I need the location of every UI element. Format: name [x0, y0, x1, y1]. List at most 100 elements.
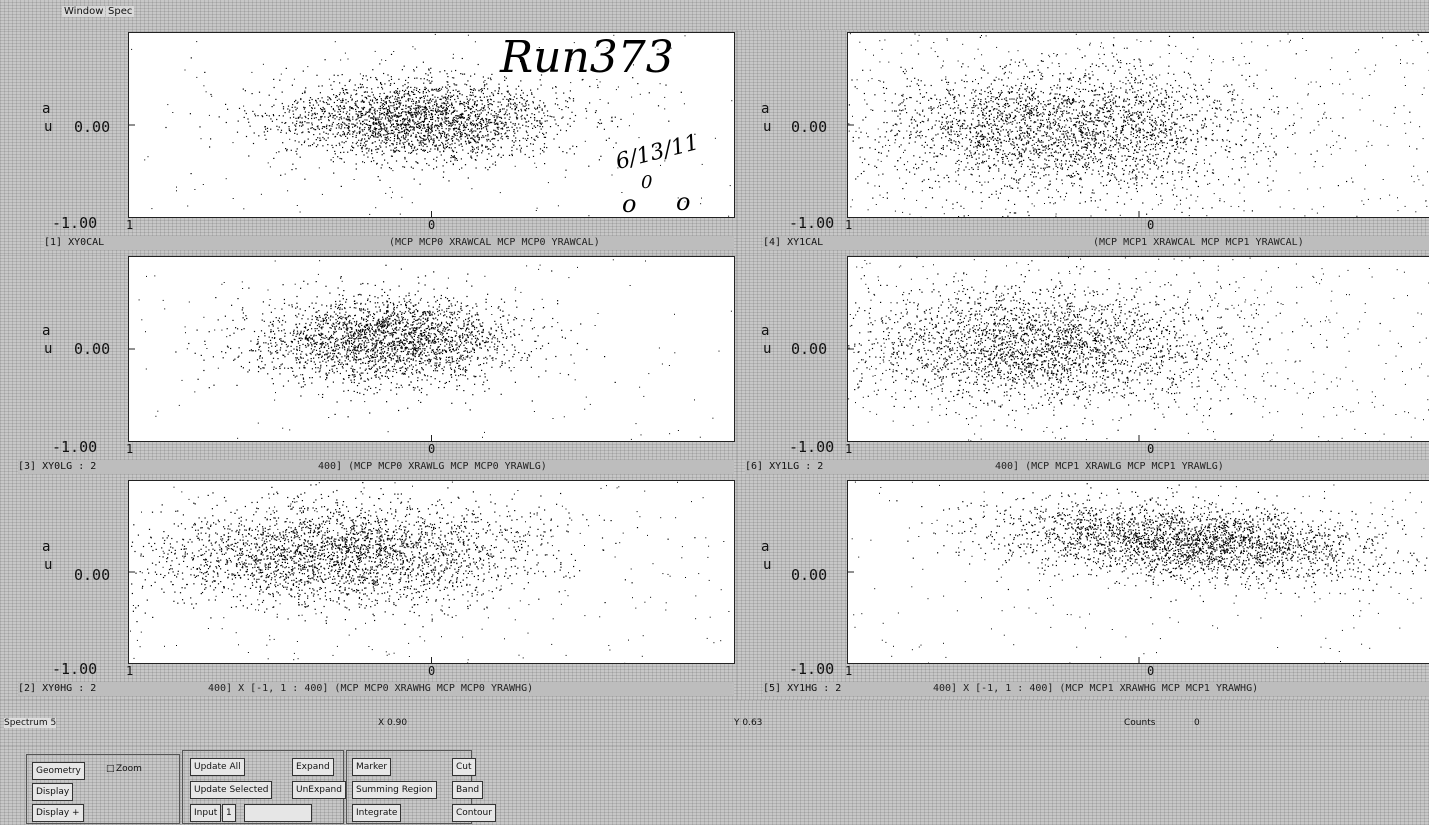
axis-ticks — [848, 348, 1140, 441]
summing-region-button[interactable]: Summing Region — [352, 781, 437, 799]
x-tick-mid: 0 — [428, 218, 436, 232]
band-button[interactable]: Band — [452, 781, 484, 799]
scatter-plot-3[interactable] — [128, 256, 735, 442]
scatter-points — [131, 33, 733, 217]
zoom-label: Zoom — [116, 764, 142, 774]
status-bar: Spectrum 5 X 0.90 Y 0.63 Counts 0 — [0, 700, 1429, 746]
caption-params: 400] (MCP MCP1 XRAWLG MCP MCP1 YRAWLG) — [995, 461, 1224, 472]
x-tick-mid: 0 — [1147, 218, 1155, 232]
contour-button[interactable]: Contour — [452, 804, 496, 822]
cut-button[interactable]: Cut — [452, 758, 476, 776]
caption-name: [2] XY0HG : 2 — [18, 683, 97, 694]
scatter-plot-svg — [848, 481, 1428, 663]
status-spectrum: Spectrum 5 — [4, 718, 57, 728]
handwritten-run-number: Run373 — [500, 32, 674, 83]
x-tick-mid: 0 — [428, 664, 436, 678]
menu-spectrum[interactable]: Spec — [106, 6, 135, 17]
handwritten-digit: 0 — [641, 172, 653, 193]
y-tick-min: -1.00 — [789, 660, 835, 678]
y-axis-label-a: a — [761, 539, 770, 555]
axis-ticks — [129, 124, 432, 217]
input-options-toggle[interactable] — [244, 804, 312, 822]
spectrum-panel-2[interactable]: a u 0.00 -1.00 1 0 [2] XY0HG : 2 400] X … — [0, 478, 737, 700]
display-menu-button[interactable]: Display + — [32, 804, 84, 822]
x-tick-min: 1 — [845, 442, 853, 456]
y-tick-zero: 0.00 — [74, 340, 111, 358]
y-axis-label-u: u — [44, 557, 53, 573]
x-tick-min: 1 — [126, 442, 134, 456]
spectrum-panel-6[interactable]: a u 0.00 -1.00 1 0 [6] XY1LG : 2 400] (M… — [737, 254, 1429, 478]
input-value-field[interactable]: 1 — [222, 804, 236, 822]
status-y-coordinate: Y 0.63 — [734, 718, 763, 728]
x-tick-min: 1 — [845, 664, 853, 678]
caption-name: [5] XY1HG : 2 — [763, 683, 842, 694]
caption-params: 400] X [-1, 1 : 400] (MCP MCP0 XRAWHG MC… — [208, 683, 534, 694]
scatter-points — [848, 33, 1429, 217]
update-all-button[interactable]: Update All — [190, 758, 245, 776]
status-x-coordinate: X 0.90 — [378, 718, 408, 728]
spectrum-grid: a u 0.00 -1.00 1 0 [1] XY0CAL (MCP MCP0 … — [0, 30, 1429, 700]
y-axis-label-u: u — [763, 341, 772, 357]
y-tick-min: -1.00 — [52, 660, 98, 678]
caption-name: [4] XY1CAL — [763, 237, 824, 248]
y-axis-label-a: a — [42, 101, 51, 117]
scatter-plot-svg — [129, 259, 732, 441]
scatter-plot-svg — [129, 481, 730, 663]
y-axis-label-u: u — [763, 119, 772, 135]
status-counts-value: 0 — [1194, 718, 1200, 728]
caption-params: 400] X [-1, 1 : 400] (MCP MCP1 XRAWHG MC… — [933, 683, 1259, 694]
axis-ticks — [129, 571, 432, 663]
y-tick-zero: 0.00 — [791, 118, 828, 136]
spectrum-caption: [4] XY1CAL (MCP MCP1 XRAWCAL MCP MCP1 YR… — [763, 236, 1429, 250]
y-tick-min: -1.00 — [789, 438, 835, 456]
caption-params: (MCP MCP1 XRAWCAL MCP MCP1 YRAWCAL) — [1093, 237, 1304, 248]
spectrum-panel-4[interactable]: a u 0.00 -1.00 1 0 [4] XY1CAL (MCP MCP1 … — [737, 30, 1429, 254]
axis-ticks — [129, 348, 432, 441]
menu-window[interactable]: Window — [62, 6, 106, 17]
y-axis-label-a: a — [42, 323, 51, 339]
input-button[interactable]: Input — [190, 804, 222, 822]
unexpand-button[interactable]: UnExpand — [292, 781, 346, 799]
display-button[interactable]: Display — [32, 783, 74, 801]
scatter-points — [138, 259, 732, 440]
y-axis-label-a: a — [42, 539, 51, 555]
axis-ticks — [848, 124, 1140, 217]
scatter-plot-1[interactable] — [128, 32, 735, 218]
y-tick-min: -1.00 — [52, 214, 98, 232]
scatter-plot-2[interactable] — [128, 480, 735, 664]
handwritten-circle-left: o — [622, 190, 637, 218]
caption-params: 400] (MCP MCP0 XRAWLG MCP MCP0 YRAWLG) — [318, 461, 547, 472]
zoom-checkbox-icon[interactable]: □ — [106, 764, 115, 774]
display-group — [26, 754, 180, 824]
scatter-plot-6[interactable] — [847, 256, 1429, 442]
scatter-plot-svg — [129, 33, 733, 217]
caption-name: [1] XY0CAL — [44, 237, 105, 248]
spectrum-panel-1[interactable]: a u 0.00 -1.00 1 0 [1] XY0CAL (MCP MCP0 … — [0, 30, 737, 254]
y-axis-label-u: u — [763, 557, 772, 573]
status-counts-label: Counts — [1124, 718, 1156, 728]
scatter-plot-4[interactable] — [847, 32, 1429, 218]
marker-button[interactable]: Marker — [352, 758, 392, 776]
x-tick-min: 1 — [126, 664, 134, 678]
menu-bar: Window Spec — [0, 0, 1429, 30]
y-tick-zero: 0.00 — [791, 566, 828, 584]
update-selected-button[interactable]: Update Selected — [190, 781, 273, 799]
y-tick-zero: 0.00 — [791, 340, 828, 358]
spectrum-panel-3[interactable]: a u 0.00 -1.00 1 0 [3] XY0LG : 2 400] (M… — [0, 254, 737, 478]
spectrum-caption: [5] XY1HG : 2 400] X [-1, 1 : 400] (MCP … — [763, 682, 1429, 696]
x-tick-mid: 0 — [428, 442, 436, 456]
x-tick-mid: 0 — [1147, 664, 1155, 678]
y-axis-label-a: a — [761, 323, 770, 339]
y-axis-label-u: u — [44, 341, 53, 357]
scatter-points — [848, 257, 1429, 441]
geometry-button[interactable]: Geometry — [32, 762, 85, 780]
scatter-plot-5[interactable] — [847, 480, 1429, 664]
caption-params: (MCP MCP0 XRAWCAL MCP MCP0 YRAWCAL) — [389, 237, 600, 248]
spectrum-panel-5[interactable]: a u 0.00 -1.00 1 0 [5] XY1HG : 2 400] X … — [737, 478, 1429, 700]
expand-button[interactable]: Expand — [292, 758, 334, 776]
y-tick-zero: 0.00 — [74, 118, 111, 136]
spectrum-caption: [2] XY0HG : 2 400] X [-1, 1 : 400] (MCP … — [18, 682, 734, 696]
integrate-button[interactable]: Integrate — [352, 804, 402, 822]
handwritten-circle-right: o — [676, 188, 691, 216]
y-tick-zero: 0.00 — [74, 566, 111, 584]
